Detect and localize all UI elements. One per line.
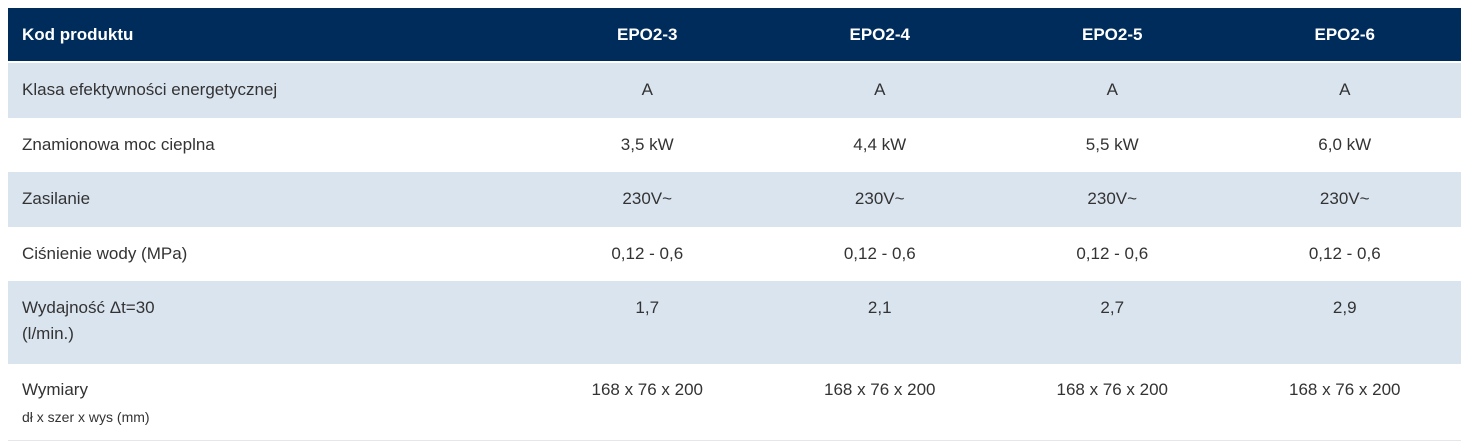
spec-table: Kod produktu EPO2-3 EPO2-4 EPO2-5 EPO2-6… [8,8,1461,446]
row-label: Znamionowa moc cieplna [22,134,215,154]
row-label-line2: (l/min.) [22,324,74,343]
header-model-epo2-4: EPO2-4 [849,24,910,44]
row-value: 0,12 - 0,6 [843,243,916,263]
row-value: 168 x 76 x 200 [1056,380,1169,399]
table-row-rated-heat-output: Znamionowa moc cieplna 3,5 kW 4,4 kW 5,5… [8,117,1461,172]
row-value: 230V~ [622,189,673,209]
row-value: 0,12 - 0,6 [611,243,684,263]
row-label: Wymiary dł x szer x wys (mm) [8,377,531,427]
row-value: 230V~ [1319,189,1370,209]
row-value: A [874,80,886,100]
header-label: Kod produktu [22,24,134,44]
row-label: Ciśnienie wody (MPa) [22,243,188,263]
row-value: 0,12 - 0,6 [1308,243,1381,263]
row-value: 230V~ [1087,189,1138,209]
row-value: A [641,80,653,100]
row-value: 2,7 [1100,298,1125,317]
row-value: 4,4 kW [853,134,907,154]
row-value: 2,9 [1332,298,1357,317]
table-bottom-border [8,440,1461,441]
row-value: A [1339,80,1351,100]
table-header-row: Kod produktu EPO2-3 EPO2-4 EPO2-5 EPO2-6 [8,8,1461,63]
row-value: 0,12 - 0,6 [1076,243,1149,263]
row-label-line1: Wydajność Δt=30 [22,298,155,317]
row-value: 3,5 kW [620,134,674,154]
table-row-water-pressure: Ciśnienie wody (MPa) 0,12 - 0,6 0,12 - 0… [8,226,1461,281]
table-row-power-supply: Zasilanie 230V~ 230V~ 230V~ 230V~ [8,172,1461,227]
table-row-flow-rate: Wydajność Δt=30 (l/min.) 1,7 2,1 2,7 2,9 [8,281,1461,364]
row-label: Wydajność Δt=30 (l/min.) [8,295,531,347]
table-row-energy-class: Klasa efektywności energetycznej A A A A [8,63,1461,118]
row-label-main: Wymiary [22,380,88,399]
row-value: 5,5 kW [1085,134,1139,154]
header-model-epo2-6: EPO2-6 [1314,24,1375,44]
header-model-epo2-3: EPO2-3 [617,24,678,44]
table-row-dimensions: Wymiary dł x szer x wys (mm) 168 x 76 x … [8,364,1461,446]
row-label: Zasilanie [22,189,91,209]
header-model-epo2-5: EPO2-5 [1082,24,1143,44]
row-sublabel: dł x szer x wys (mm) [22,409,150,425]
row-label: Klasa efektywności energetycznej [22,80,278,100]
row-value: 2,1 [867,298,892,317]
row-value: A [1106,80,1118,100]
row-value: 168 x 76 x 200 [823,380,936,399]
row-value: 6,0 kW [1318,134,1372,154]
row-value: 230V~ [854,189,905,209]
row-value: 168 x 76 x 200 [1288,380,1401,399]
row-value: 1,7 [635,298,660,317]
row-value: 168 x 76 x 200 [591,380,704,399]
